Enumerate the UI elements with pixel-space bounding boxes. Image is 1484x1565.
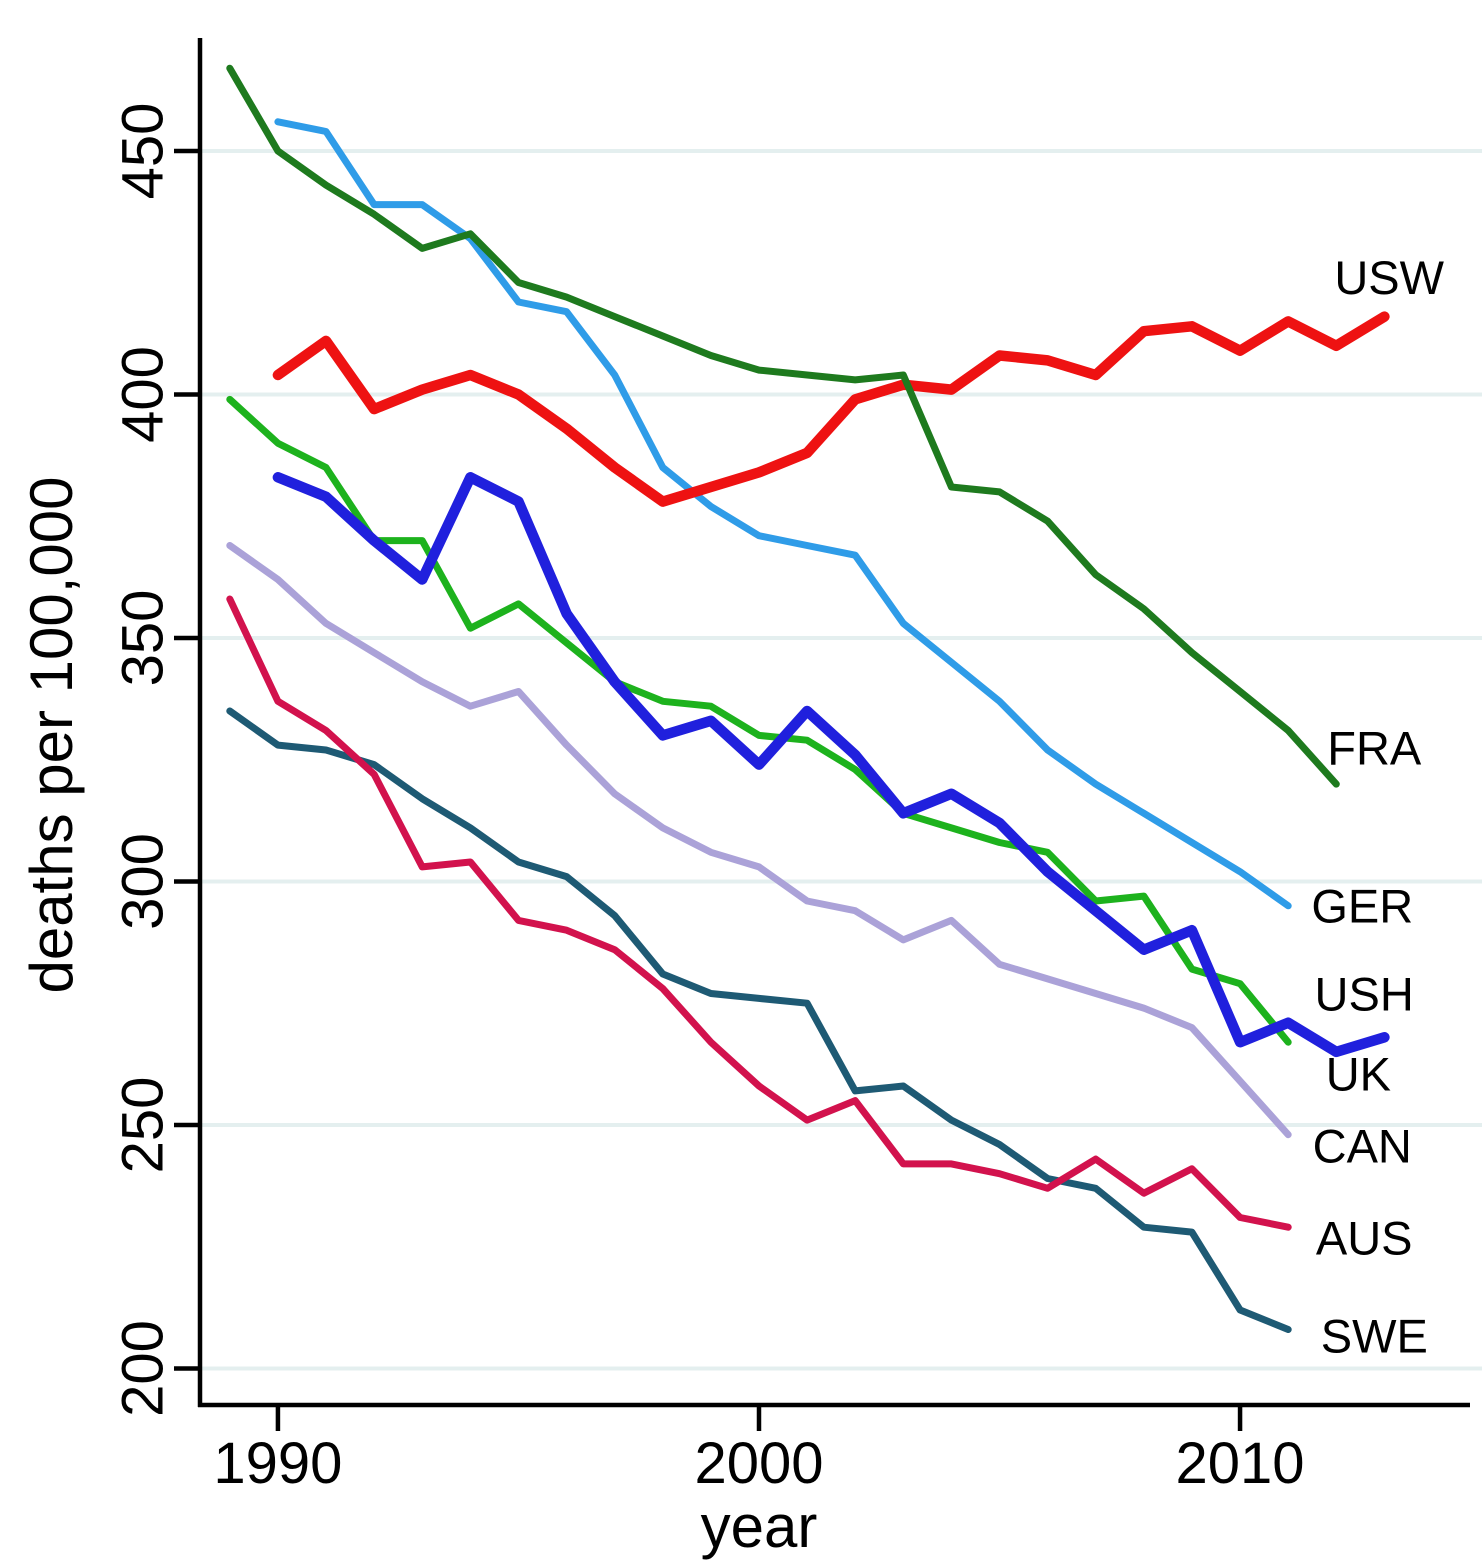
series-line-USH: [226, 395, 1292, 1046]
series-line-FRA: [226, 64, 1340, 788]
y-tick-label-350: 350: [111, 590, 176, 687]
series-label-CAN: CAN: [1313, 1119, 1412, 1172]
series-line-UK: [272, 472, 1390, 1058]
series-line-AUS: [226, 595, 1292, 1231]
y-tick-label-400: 400: [111, 346, 176, 443]
series-label-GER: GER: [1311, 879, 1413, 932]
y-tick-label-200: 200: [111, 1320, 176, 1417]
series-line-USW: [272, 311, 1390, 507]
x-tick-label-1990: 1990: [213, 1431, 342, 1496]
y-axis-title: deaths per 100,000: [18, 476, 85, 994]
series-line-SWE: [226, 707, 1292, 1333]
x-axis-title: year: [700, 1493, 818, 1560]
x-tick-label-2000: 2000: [694, 1431, 823, 1496]
series-label-USH: USH: [1315, 967, 1414, 1020]
series-line-CAN: [226, 542, 1292, 1139]
y-tick-label-450: 450: [111, 103, 176, 200]
y-tick-label-250: 250: [111, 1077, 176, 1174]
series-label-UK: UK: [1326, 1047, 1391, 1100]
x-tick-label-2010: 2010: [1176, 1431, 1305, 1496]
series-label-SWE: SWE: [1321, 1309, 1428, 1362]
series-line-GER: [274, 118, 1292, 910]
series-label-AUS: AUS: [1316, 1211, 1413, 1264]
series-label-USW: USW: [1334, 251, 1444, 304]
y-tick-label-300: 300: [111, 833, 176, 930]
series-label-FRA: FRA: [1327, 722, 1422, 775]
